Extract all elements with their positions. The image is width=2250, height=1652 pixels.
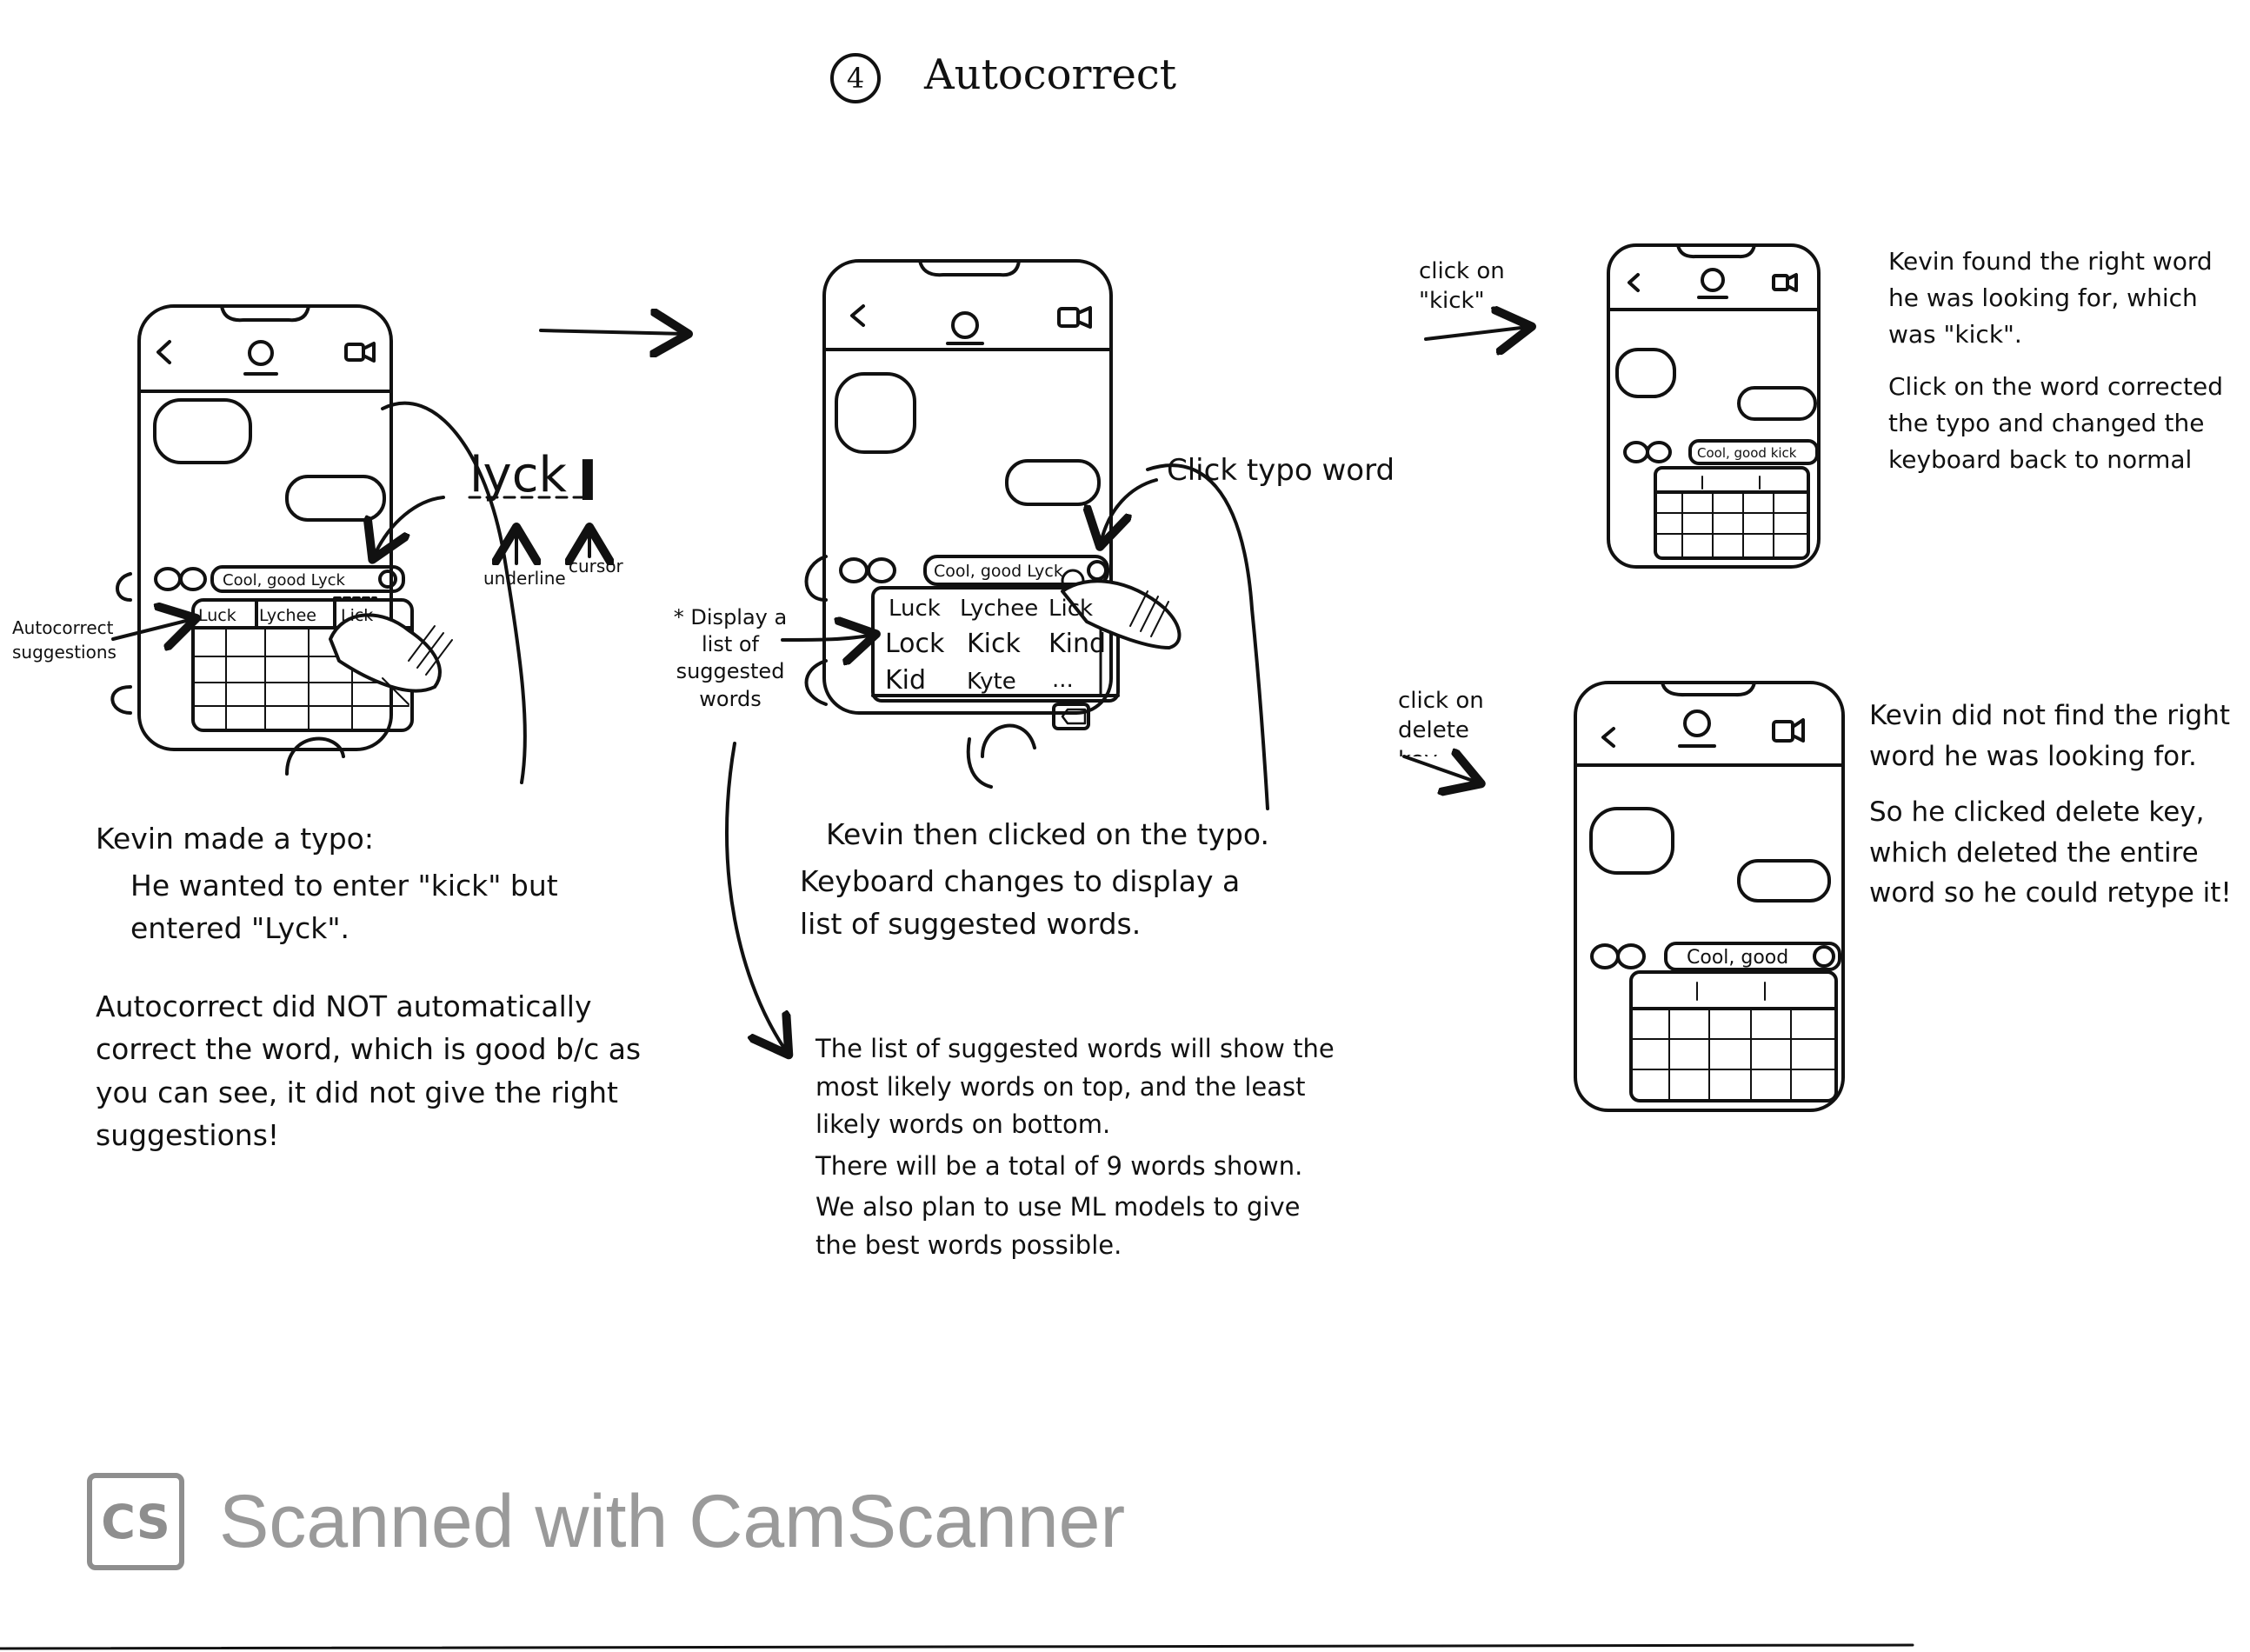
keyboard — [1629, 970, 1838, 1102]
camscanner-watermark: CS Scanned with CamScanner — [87, 1469, 1125, 1574]
phone-2-suggestion-list — [804, 259, 1269, 810]
camscanner-text: Scanned with CamScanner — [219, 1479, 1126, 1563]
step1-notes: Kevin made a typo: He wanted to enter "k… — [96, 817, 652, 1161]
video-icon — [1772, 720, 1794, 743]
diagram-title: 4 Autocorrect — [830, 50, 1176, 103]
video-icon — [344, 343, 365, 362]
outgoing-bubble — [1005, 459, 1101, 506]
step2-clicked: Kevin then clicked on the typo. — [826, 817, 1270, 851]
phone2-word-2: Lick — [1048, 596, 1093, 622]
step3-notes: Kevin found the right word he was lookin… — [1888, 243, 2245, 482]
step1-intent: He wanted to enter "kick" but entered "L… — [130, 868, 558, 946]
click-typo-label: Click typo word — [1167, 453, 1395, 488]
cursor-label: cursor — [569, 556, 624, 576]
video-icon — [1057, 307, 1080, 328]
step2-keyboard: Keyboard changes to display a list of su… — [800, 863, 1241, 942]
back-icon — [1601, 727, 1615, 748]
phone-notch — [1661, 681, 1756, 697]
phone2-word-1: Lychee — [960, 596, 1038, 622]
back-icon — [850, 304, 865, 327]
phone2-suggestion-bar: Cool, good Lyck — [934, 562, 1063, 581]
finger-2 — [1061, 579, 1182, 649]
underline-label: underline — [483, 568, 566, 589]
outgoing-bubble — [1737, 859, 1831, 903]
phone2-word-6: Kid — [885, 665, 926, 696]
phone4-suggestion-bar: Cool, good — [1687, 947, 1788, 969]
incoming-bubble — [1589, 807, 1674, 875]
suggestion-list-notes: The list of suggested words will show th… — [815, 1030, 1337, 1268]
phone2-word-3: Lock — [885, 629, 945, 659]
video-icon — [1772, 274, 1789, 291]
keyboard — [1654, 466, 1810, 560]
phone-1-typo — [110, 304, 527, 784]
back-icon — [1628, 273, 1640, 292]
step1-autocorrect: Autocorrect did NOT automatically correc… — [96, 989, 642, 1153]
phone1-suggestion-0: Luck — [198, 606, 236, 625]
step3-corrected: Click on the word corrected the typo and… — [1888, 372, 2224, 474]
phone-frame — [1607, 243, 1821, 569]
list-order: The list of suggested words will show th… — [815, 1034, 1335, 1139]
back-icon — [156, 340, 171, 364]
phone2-word-8: ... — [1052, 667, 1074, 693]
phone1-suggestion-bar: Cool, good Lyck — [223, 571, 346, 590]
step4-deleted: So he clicked delete key, which deleted … — [1869, 796, 2232, 909]
finger-1 — [329, 613, 442, 693]
phone-4-deleted — [1574, 681, 1845, 1112]
phone-notch — [918, 259, 1021, 277]
phone-notch — [220, 304, 310, 323]
outgoing-bubble — [1737, 386, 1817, 421]
step-number-badge: 4 — [830, 52, 881, 103]
step1-typo: Kevin made a typo: — [96, 822, 374, 856]
incoming-bubble — [1615, 348, 1676, 398]
click-delete-label: click on delete key — [1398, 688, 1484, 756]
phone1-suggestion-2: Lick — [341, 606, 373, 625]
phone-frame — [1574, 681, 1845, 1112]
step4-notes: Kevin did not find the right word he was… — [1869, 696, 2239, 917]
incoming-bubble — [835, 372, 916, 454]
list-count: There will be a total of 9 words shown. — [815, 1150, 1303, 1181]
phone1-suggestion-1: Lychee — [259, 606, 316, 625]
incoming-bubble — [153, 398, 252, 464]
camscanner-logo: CS — [87, 1473, 184, 1570]
autocorrect-suggestions-label: Autocorrect suggestions — [12, 617, 116, 663]
phone-frame — [822, 259, 1113, 715]
phone2-word-4: Kick — [967, 629, 1022, 659]
click-kick-label: click on "kick" — [1419, 258, 1505, 314]
step4-not-found: Kevin did not find the right word he was… — [1869, 700, 2231, 772]
phone-notch — [1676, 243, 1756, 259]
list-ml: We also plan to use ML models to give th… — [815, 1192, 1301, 1260]
avatar — [1683, 709, 1711, 737]
display-list-label: * Display a list of suggested words — [673, 605, 788, 711]
step2-notes: Kevin then clicked on the typo. Keyboard… — [800, 813, 1287, 949]
title-text: Autocorrect — [924, 50, 1177, 99]
avatar — [951, 311, 979, 339]
step3-found: Kevin found the right word he was lookin… — [1888, 247, 2213, 349]
avatar — [248, 340, 274, 366]
hand-2 — [1146, 463, 1269, 810]
phone3-suggestion-bar: Cool, good kick — [1697, 445, 1797, 461]
avatar — [1701, 268, 1725, 292]
typed-word-lyck: lyck — [469, 447, 567, 503]
phone2-word-5: Kind — [1048, 629, 1106, 659]
phone-3-corrected — [1607, 243, 1821, 569]
delete-key — [1052, 703, 1090, 730]
phone2-word-0: Luck — [889, 596, 941, 622]
outgoing-bubble — [285, 475, 386, 522]
phone2-word-7: Kyte — [967, 669, 1016, 695]
cursor-glyph: I — [577, 450, 598, 514]
